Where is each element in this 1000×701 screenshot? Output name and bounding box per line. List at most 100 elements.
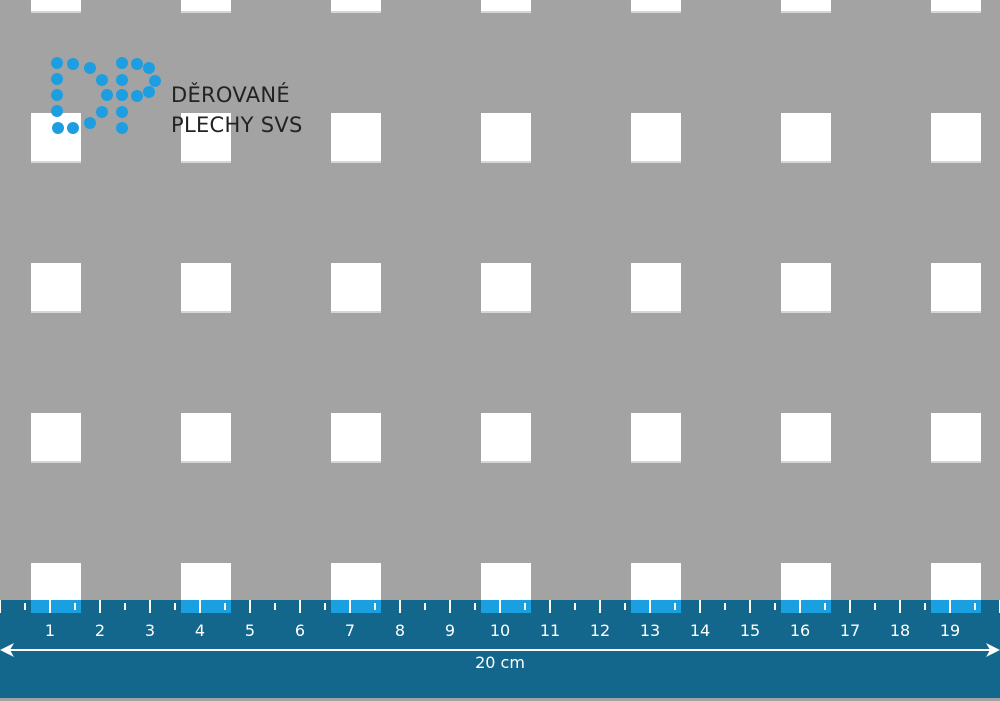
ruler-label: 17 bbox=[839, 621, 861, 640]
ruler-label: 3 bbox=[144, 621, 156, 640]
minor-tick bbox=[424, 603, 426, 610]
major-tick bbox=[449, 600, 451, 613]
brand-name-line1: DĚROVANÉ bbox=[171, 83, 290, 107]
ruler-label: 12 bbox=[589, 621, 611, 640]
minor-tick bbox=[624, 603, 626, 610]
major-tick bbox=[499, 600, 501, 613]
hole bbox=[31, 413, 81, 463]
ruler-label: 1 bbox=[44, 621, 56, 640]
hole-overlap bbox=[931, 600, 981, 613]
minor-tick bbox=[674, 603, 676, 610]
ruler-label: 8 bbox=[394, 621, 406, 640]
ruler-label: 15 bbox=[739, 621, 761, 640]
major-tick bbox=[199, 600, 201, 613]
hole-overlap bbox=[781, 600, 831, 613]
major-tick bbox=[949, 600, 951, 613]
hole bbox=[31, 113, 81, 163]
minor-tick bbox=[774, 603, 776, 610]
minor-tick bbox=[824, 603, 826, 610]
major-tick bbox=[599, 600, 601, 613]
logo-dot bbox=[51, 57, 63, 69]
minor-tick bbox=[324, 603, 326, 610]
major-tick bbox=[699, 600, 701, 613]
ruler-label: 18 bbox=[889, 621, 911, 640]
minor-tick bbox=[274, 603, 276, 610]
ruler-label: 13 bbox=[639, 621, 661, 640]
major-tick bbox=[299, 600, 301, 613]
ruler-label: 5 bbox=[244, 621, 256, 640]
hole bbox=[31, 263, 81, 313]
minor-tick bbox=[574, 603, 576, 610]
hole-overlap bbox=[31, 600, 81, 613]
brand-logo bbox=[51, 57, 161, 134]
logo-dot bbox=[51, 73, 63, 85]
hole bbox=[181, 0, 231, 13]
ruler-label: 14 bbox=[689, 621, 711, 640]
logo-dot bbox=[116, 106, 128, 118]
logo-dot bbox=[143, 86, 155, 98]
logo-dot bbox=[67, 58, 79, 70]
logo-dot bbox=[143, 62, 155, 74]
hole bbox=[181, 113, 231, 163]
logo-dot bbox=[131, 58, 143, 70]
hole bbox=[931, 263, 981, 313]
ruler-label: 9 bbox=[444, 621, 456, 640]
logo-dot bbox=[51, 89, 63, 101]
hole bbox=[181, 263, 231, 313]
major-tick bbox=[549, 600, 551, 613]
brand-name-line2: PLECHY SVS bbox=[171, 113, 303, 137]
logo-dot bbox=[96, 74, 108, 86]
hole-overlap bbox=[181, 600, 231, 613]
ruler-label: 19 bbox=[939, 621, 961, 640]
minor-tick bbox=[174, 603, 176, 610]
hole bbox=[631, 0, 681, 13]
ruler-label: 10 bbox=[489, 621, 511, 640]
hole bbox=[181, 413, 231, 463]
hole bbox=[331, 413, 381, 463]
minor-tick bbox=[724, 603, 726, 610]
hole bbox=[631, 413, 681, 463]
hole bbox=[781, 263, 831, 313]
ruler-label: 6 bbox=[294, 621, 306, 640]
hole bbox=[931, 413, 981, 463]
logo-dot bbox=[116, 74, 128, 86]
logo-dot bbox=[96, 106, 108, 118]
hole bbox=[631, 263, 681, 313]
logo-dot bbox=[84, 62, 96, 74]
ruler-label: 7 bbox=[344, 621, 356, 640]
minor-tick bbox=[24, 603, 26, 610]
minor-tick bbox=[374, 603, 376, 610]
hole bbox=[31, 0, 81, 13]
major-tick bbox=[149, 600, 151, 613]
minor-tick bbox=[74, 603, 76, 610]
total-length-label: 20 cm bbox=[475, 653, 525, 672]
logo-dot bbox=[52, 122, 64, 134]
logo-dot bbox=[67, 122, 79, 134]
hole bbox=[481, 0, 531, 13]
hole bbox=[781, 113, 831, 163]
hole-overlap bbox=[631, 600, 681, 613]
major-tick bbox=[799, 600, 801, 613]
ruler-label: 16 bbox=[789, 621, 811, 640]
major-tick bbox=[99, 600, 101, 613]
major-tick bbox=[749, 600, 751, 613]
logo-dot bbox=[51, 105, 63, 117]
scale-ruler: 20 cm 1 2 3 4 5 6 7 8 9 10 11 12 13 14 15 16 17 18 19 bbox=[0, 600, 1000, 698]
minor-tick bbox=[974, 603, 976, 610]
hole bbox=[331, 263, 381, 313]
major-tick bbox=[349, 600, 351, 613]
ruler-label: 4 bbox=[194, 621, 206, 640]
logo-dot bbox=[116, 57, 128, 69]
minor-tick bbox=[124, 603, 126, 610]
major-tick bbox=[899, 600, 901, 613]
minor-tick bbox=[874, 603, 876, 610]
hole bbox=[781, 413, 831, 463]
minor-tick bbox=[224, 603, 226, 610]
hole bbox=[331, 0, 381, 13]
hole-overlap bbox=[481, 600, 531, 613]
major-tick bbox=[849, 600, 851, 613]
hole bbox=[481, 413, 531, 463]
hole bbox=[931, 113, 981, 163]
hole bbox=[781, 0, 831, 13]
hole bbox=[931, 0, 981, 13]
